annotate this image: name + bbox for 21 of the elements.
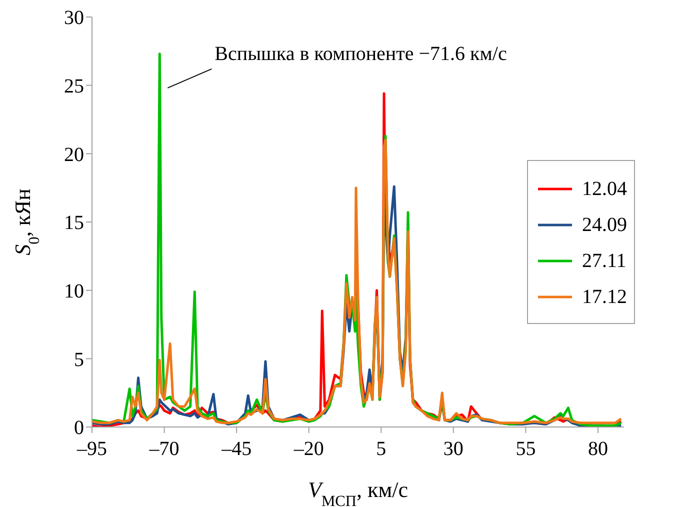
- x-tick-label: –70: [148, 438, 180, 460]
- x-tick-label: 30: [443, 438, 464, 460]
- x-tick-label: –20: [292, 438, 324, 460]
- y-tick-label: 20: [64, 144, 84, 166]
- x-tick-label: –95: [76, 438, 107, 460]
- legend-label: 17.12: [582, 286, 627, 308]
- legend-label: 27.11: [582, 250, 626, 272]
- y-tick-label: 0: [74, 417, 84, 440]
- y-tick-label: 30: [64, 7, 84, 30]
- x-axis-title: V$_{МСП}$, км/с: [308, 477, 408, 507]
- y-tick-label: 5: [74, 348, 84, 371]
- annotation: Вспышка в компоненте −71.6 км/с: [214, 42, 507, 65]
- x-tick-label: 55: [516, 438, 536, 460]
- x-tick-label: 5: [376, 438, 386, 460]
- y-tick-label: 15: [64, 212, 84, 234]
- legend-label: 24.09: [582, 214, 627, 236]
- x-tick-label: –45: [220, 438, 252, 460]
- y-tick-label: 10: [64, 280, 84, 302]
- x-tick-label: 80: [588, 438, 608, 460]
- legend-label: 12.04: [582, 178, 627, 200]
- y-tick-label: 25: [64, 75, 84, 98]
